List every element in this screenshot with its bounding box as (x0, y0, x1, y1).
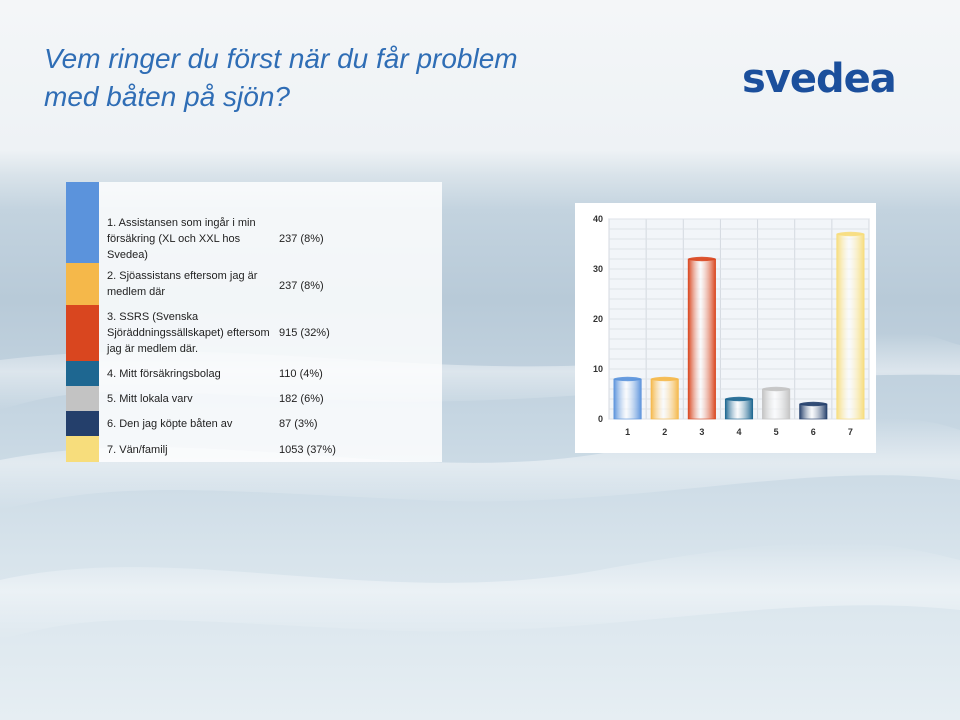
bar (724, 398, 754, 420)
row-color-swatch (66, 305, 99, 361)
row-label: 7. Vän/familj (107, 444, 168, 456)
bar (613, 378, 642, 420)
x-tick-label: 5 (774, 427, 779, 437)
row-count: 1053 (37%) (279, 444, 336, 456)
row-count: 110 (4%) (279, 368, 323, 380)
bar-chart-svg: 0 10 20 30 40 1 2 3 4 5 6 7 (593, 214, 870, 437)
row-label: 1. Assistansen som ingår i min försäkrin… (107, 217, 256, 261)
table-row: 3. SSRS (Svenska Sjöräddningssällskapet)… (66, 305, 442, 361)
x-tick-label: 3 (699, 427, 704, 437)
bar (687, 258, 716, 420)
row-color-swatch (66, 182, 99, 263)
title-line-1: Vem ringer du först när du får problem (44, 43, 518, 74)
bar (650, 378, 679, 420)
row-label: 2. Sjöassistans eftersom jag är medlem d… (107, 270, 258, 298)
bar-cap (650, 376, 679, 382)
bar-cap (613, 376, 642, 382)
row-count: 87 (3%) (279, 418, 318, 430)
y-tick-label: 30 (593, 264, 603, 274)
row-label: 4. Mitt försäkringsbolag (107, 368, 221, 380)
title-line-2: med båten på sjön? (44, 81, 290, 112)
x-tick-label: 1 (625, 427, 630, 437)
table-row: 1. Assistansen som ingår i min försäkrin… (66, 182, 442, 263)
bar-cap (688, 256, 716, 262)
row-color-swatch (66, 411, 99, 436)
bar-cap (799, 401, 828, 407)
row-color-swatch (66, 263, 99, 305)
bar-chart: 0 10 20 30 40 1 2 3 4 5 6 7 (575, 203, 876, 453)
bar (799, 403, 828, 420)
row-label: 6. Den jag köpte båten av (107, 418, 233, 430)
row-count: 182 (6%) (279, 393, 324, 405)
slide-title: Vem ringer du först när du får problem m… (44, 40, 518, 116)
bar (836, 233, 865, 420)
bar-cap (836, 231, 865, 237)
y-tick-label: 20 (593, 314, 603, 324)
row-color-swatch (66, 386, 99, 411)
y-tick-label: 40 (593, 214, 603, 224)
svedea-logo: svedea (742, 56, 897, 102)
table-row: 4. Mitt försäkringsbolag 110 (4%) (66, 361, 442, 386)
row-count: 237 (8%) (279, 280, 324, 292)
table-row: 5. Mitt lokala varv 182 (6%) (66, 386, 442, 411)
table-row: 2. Sjöassistans eftersom jag är medlem d… (66, 263, 442, 305)
row-label: 3. SSRS (Svenska Sjöräddningssällskapet)… (107, 311, 270, 355)
x-tick-label: 4 (736, 427, 741, 437)
bar (762, 388, 791, 420)
y-tick-label: 0 (598, 414, 603, 424)
x-tick-label: 6 (811, 427, 816, 437)
row-count: 915 (32%) (279, 327, 330, 339)
row-color-swatch (66, 361, 99, 386)
table-row: 6. Den jag köpte båten av 87 (3%) (66, 411, 442, 436)
x-tick-label: 7 (848, 427, 853, 437)
row-label: 5. Mitt lokala varv (107, 393, 193, 405)
answer-table: 1. Assistansen som ingår i min försäkrin… (66, 182, 442, 462)
x-tick-label: 2 (662, 427, 667, 437)
y-tick-label: 10 (593, 364, 603, 374)
bar-cap (762, 386, 790, 392)
bar-cap (725, 396, 753, 402)
table-row: 7. Vän/familj 1053 (37%) (66, 436, 442, 462)
row-count: 237 (8%) (279, 233, 324, 245)
row-color-swatch (66, 436, 99, 462)
